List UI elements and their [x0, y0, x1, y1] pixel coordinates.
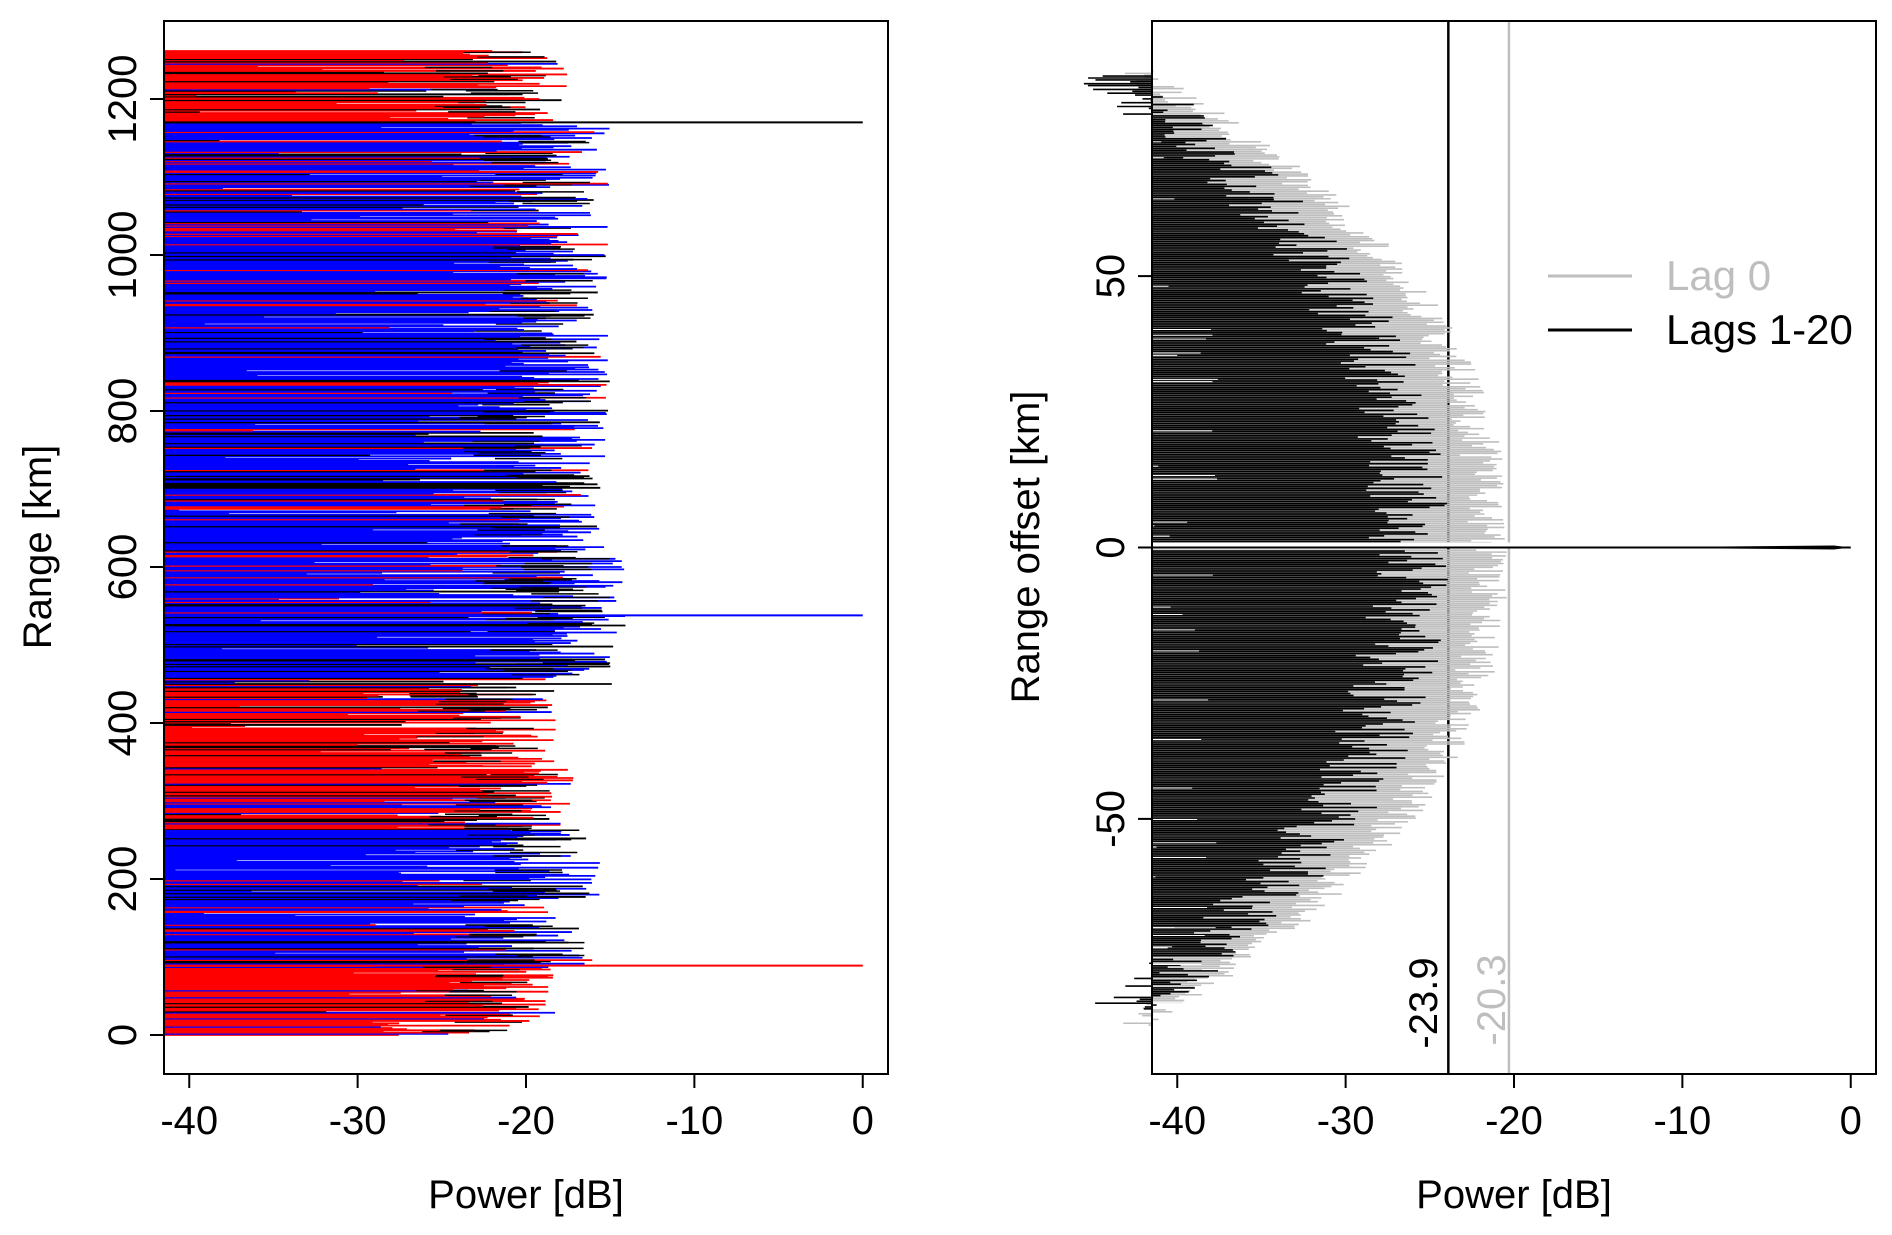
left-segment-4: [164, 535, 626, 685]
left-y-axis: 0 200 400 600 800 1000 1200: [101, 55, 164, 1046]
left-x-tick-label: -20: [497, 1099, 555, 1143]
legend: Lag 0 Lags 1-20: [1548, 252, 1853, 353]
ref-line-label-black: -23.9: [1402, 957, 1446, 1048]
right-series-lags: [1083, 75, 1448, 1010]
left-y-tick-label: 1000: [101, 211, 145, 300]
left-segment-1: [164, 828, 600, 966]
left-y-tick-label: 200: [101, 846, 145, 913]
right-x-tick-label: -30: [1317, 1099, 1375, 1143]
left-segment-0: [164, 965, 556, 1036]
left-x-tick-label: 0: [852, 1099, 874, 1143]
left-y-axis-title: Range [km]: [16, 445, 60, 650]
right-y-axis-title: Range offset [km]: [1004, 391, 1048, 704]
right-y-tick-label: -50: [1089, 790, 1133, 848]
left-x-axis-title: Power [dB]: [428, 1173, 624, 1217]
ref-line-label-gray: -20.3: [1470, 954, 1514, 1045]
left-y-tick-label: 1200: [101, 55, 145, 144]
left-y-tick-label: 0: [101, 1024, 145, 1046]
legend-label-lags: Lags 1-20: [1666, 306, 1853, 353]
right-peak-wedge: [1615, 545, 1851, 550]
left-panel: -40 -30 -20 -10 0 0 200 400 600 800 1000 1200 Powe…: [16, 20, 889, 1217]
left-x-tick-label: -40: [160, 1099, 218, 1143]
right-y-axis: -50 0 50: [1089, 254, 1152, 848]
left-x-tick-label: -10: [665, 1099, 723, 1143]
right-x-tick-label: -20: [1485, 1099, 1543, 1143]
left-y-tick-label: 600: [101, 534, 145, 601]
right-x-axis-title: Power [dB]: [1416, 1173, 1612, 1217]
right-x-tick-label: 0: [1840, 1099, 1862, 1143]
right-x-axis: -40 -30 -20 -10 0: [1148, 1074, 1862, 1143]
left-x-tick-label: -30: [329, 1099, 387, 1143]
left-segment-6: [164, 50, 568, 124]
right-x-tick-label: -40: [1148, 1099, 1206, 1143]
right-y-tick-label: 0: [1089, 536, 1133, 558]
left-segment-5: [164, 121, 610, 537]
right-x-tick-label: -10: [1653, 1099, 1711, 1143]
right-y-tick-label: 50: [1089, 254, 1133, 299]
legend-label-lag0: Lag 0: [1666, 252, 1771, 299]
right-panel: -40 -30 -20 -10 0 -50 0 50 Power [dB] Range of…: [1004, 20, 1877, 1217]
left-y-tick-label: 800: [101, 378, 145, 445]
left-segment-3: [164, 684, 556, 767]
right-plot-data: [1083, 21, 1851, 1074]
left-plot-data: [164, 50, 863, 1036]
left-segment-2: [164, 765, 574, 830]
left-y-tick-label: 400: [101, 690, 145, 757]
left-x-axis: -40 -30 -20 -10 0: [160, 1074, 874, 1143]
right-series-lag0: [1123, 70, 1507, 1026]
